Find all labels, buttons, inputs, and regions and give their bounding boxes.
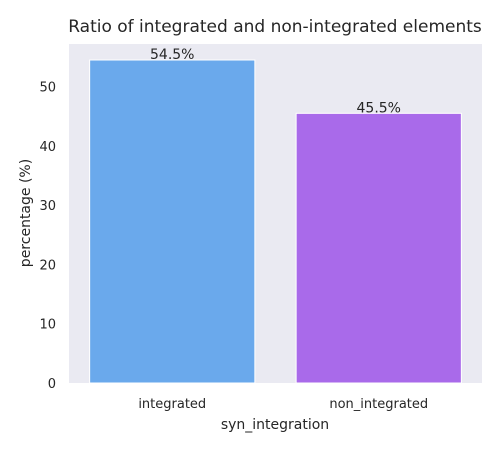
data-label-integrated: 54.5%: [150, 47, 194, 63]
y-tick-label: 10: [39, 318, 56, 333]
y-axis-ticks: 0 10 20 30 40 50: [39, 81, 56, 392]
x-tick-label-integrated: integrated: [138, 397, 206, 412]
y-tick-label: 40: [39, 140, 56, 155]
chart-title: Ratio of integrated and non-integrated e…: [68, 17, 482, 37]
y-tick-label: 30: [39, 199, 56, 214]
y-tick-label: 50: [39, 81, 56, 96]
bar-non_integrated: [295, 112, 462, 384]
y-axis-label: percentage (%): [18, 159, 34, 267]
data-labels-group: 54.5% 45.5%: [150, 47, 401, 116]
bar-integrated: [89, 59, 256, 384]
bars-group: [89, 59, 462, 384]
x-tick-label-non_integrated: non_integrated: [329, 397, 428, 412]
x-axis-label: syn_integration: [221, 417, 329, 433]
x-axis-ticks: integrated non_integrated: [138, 397, 428, 412]
y-tick-label: 0: [48, 377, 56, 392]
data-label-non_integrated: 45.5%: [357, 100, 401, 116]
y-tick-label: 20: [39, 258, 56, 273]
